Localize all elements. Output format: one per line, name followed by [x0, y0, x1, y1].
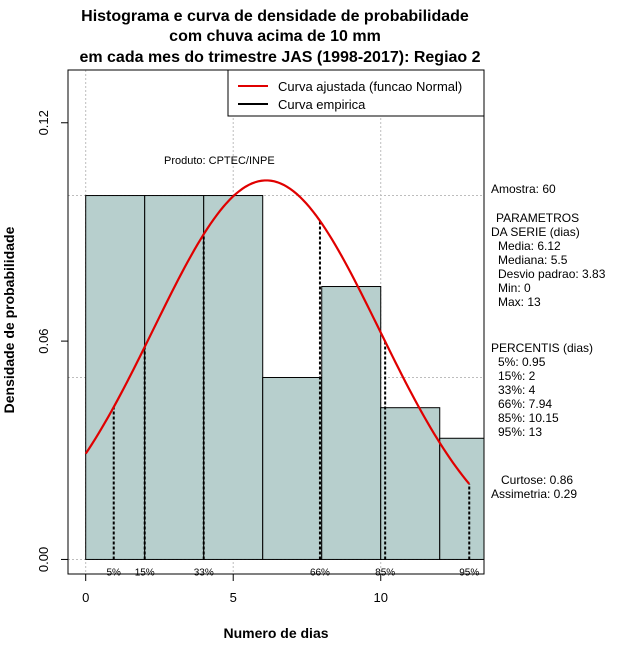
- stat-desvio: Desvio padrao: 3.83: [498, 267, 606, 281]
- x-tick-label-0: 0: [82, 590, 89, 605]
- product-annotation: Produto: CPTEC/INPE: [164, 155, 275, 167]
- x-tick-label-1: 5: [230, 590, 237, 605]
- y-tick-label-1: 0.06: [36, 328, 51, 353]
- stat-p95: 95%: 13: [498, 425, 542, 439]
- percentile-label-5: 95%: [459, 567, 479, 578]
- percentile-label-4: 85%: [375, 567, 395, 578]
- percentile-label-0: 5%: [107, 567, 122, 578]
- bar-6: [439, 437, 485, 560]
- normal-curve-layer: [84, 179, 471, 485]
- stat-param-title-1: PARAMETROS: [496, 211, 579, 225]
- chart-title-line-3: em cada mes do trimestre JAS (1998-2017)…: [79, 49, 480, 66]
- stat-amostra: Amostra: 60: [491, 182, 556, 196]
- percentile-label-1: 15%: [135, 567, 155, 578]
- percentile-label-3: 66%: [310, 567, 330, 578]
- y-axis-label: Densidade de probabilidade: [1, 226, 17, 413]
- stat-p66: 66%: 7.94: [498, 397, 552, 411]
- y-tick-label-2: 0.12: [36, 110, 51, 135]
- x-axis-label: Numero de dias: [223, 625, 328, 641]
- stat-p33: 33%: 4: [498, 383, 536, 397]
- x-tick-label-2: 10: [374, 590, 388, 605]
- chart-title-line-2: com chuva acima de 10 mm: [169, 28, 381, 45]
- stat-mediana: Mediana: 5.5: [498, 253, 568, 267]
- y-tick-label-0: 0.00: [36, 547, 51, 572]
- bar-2: [203, 195, 264, 560]
- bar-5: [380, 407, 441, 560]
- stat-min: Min: 0: [498, 281, 531, 295]
- chart-title-line-1: Histograma e curva de densidade de proba…: [81, 8, 469, 25]
- bar-3: [262, 376, 323, 560]
- normal-curve: [84, 179, 471, 485]
- legend: Curva ajustada (funcao Normal) Curva emp…: [227, 69, 485, 117]
- bar-4: [321, 286, 382, 560]
- legend-label-normal: Curva ajustada (funcao Normal): [278, 79, 462, 94]
- stat-max: Max: 13: [498, 295, 541, 309]
- legend-box: [227, 69, 485, 117]
- stat-percentis-title: PERCENTIS (dias): [491, 341, 593, 355]
- stat-media: Media: 6.12: [498, 239, 561, 253]
- stat-curtose: Curtose: 0.86: [501, 473, 573, 487]
- axes: 0 5 10 0.00 0.06 0.12: [36, 110, 388, 605]
- percentile-label-2: 33%: [194, 567, 214, 578]
- stat-p15: 15%: 2: [498, 369, 536, 383]
- stat-param-title-2: DA SERIE (dias): [491, 225, 580, 239]
- stats-panel: Amostra: 60 PARAMETROS DA SERIE (dias) M…: [491, 182, 606, 501]
- percentile-markers: 5% 15% 33% 66% 85% 95%: [107, 220, 479, 578]
- legend-label-empirica: Curva empirica: [278, 97, 366, 112]
- bar-0: [85, 195, 146, 560]
- stat-p85: 85%: 10.15: [498, 411, 559, 425]
- stat-p5: 5%: 0.95: [498, 355, 546, 369]
- stat-assimetria: Assimetria: 0.29: [491, 487, 577, 501]
